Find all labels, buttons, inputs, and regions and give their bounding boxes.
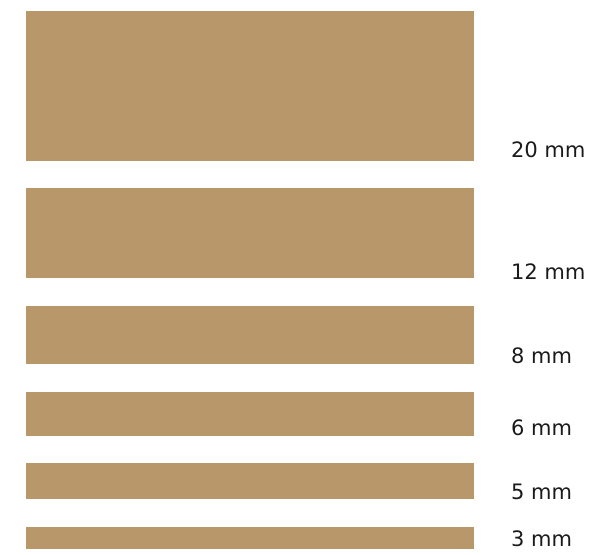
thickness-label: 5 mm <box>511 480 572 504</box>
thickness-swatch <box>26 188 474 278</box>
thickness-label: 20 mm <box>511 138 586 162</box>
thickness-swatch <box>26 11 474 161</box>
thickness-swatch <box>26 392 474 436</box>
thickness-label: 6 mm <box>511 416 572 440</box>
thickness-swatch <box>26 306 474 364</box>
thickness-label: 8 mm <box>511 344 572 368</box>
thickness-label: 3 mm <box>511 527 572 551</box>
thickness-swatch <box>26 527 474 549</box>
thickness-swatch <box>26 463 474 499</box>
thickness-label: 12 mm <box>511 260 586 284</box>
